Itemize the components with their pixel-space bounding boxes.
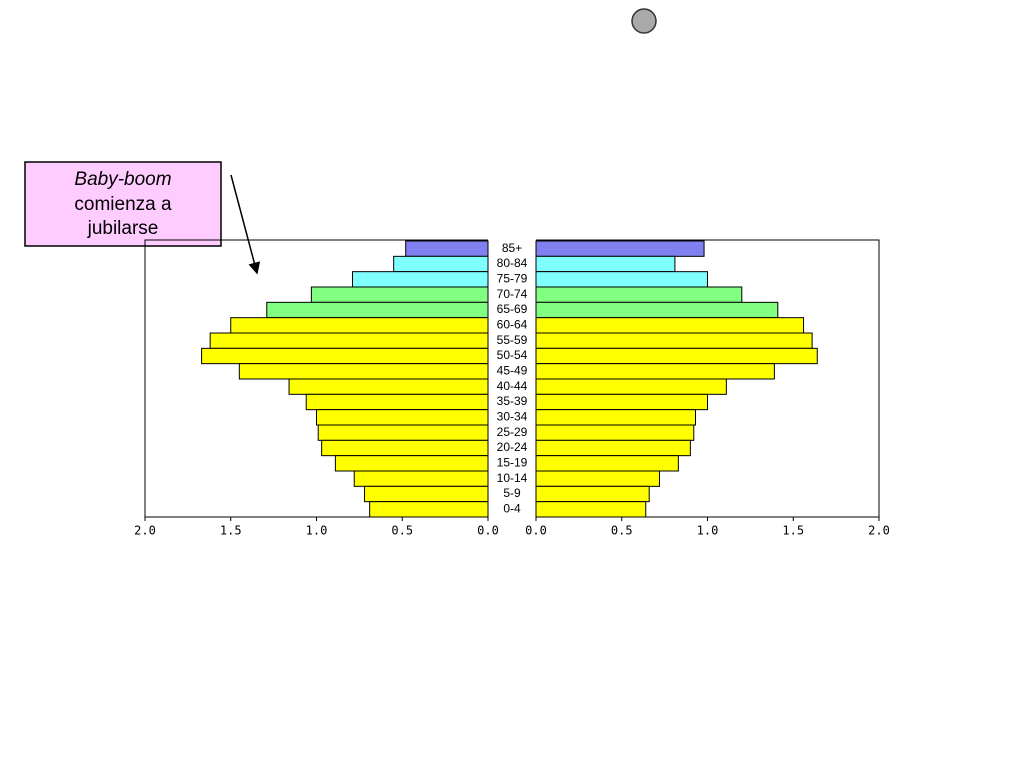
x-tick-label: 2.0	[868, 524, 890, 538]
x-tick-label: 1.0	[306, 524, 328, 538]
bar	[266, 301, 489, 319]
bar	[535, 255, 676, 273]
bar	[535, 271, 708, 288]
bar	[535, 240, 705, 257]
bar	[535, 485, 650, 503]
age-label: 55-59	[497, 333, 528, 347]
age-label: 50-54	[497, 348, 528, 362]
bar	[316, 409, 489, 426]
age-label: 80-84	[497, 256, 528, 270]
bar	[535, 286, 743, 303]
x-tick-label: 0.5	[391, 524, 413, 538]
age-label: 20-24	[497, 440, 528, 454]
age-label: 5-9	[503, 486, 521, 500]
bar	[334, 455, 489, 472]
age-label: 65-69	[497, 302, 528, 316]
age-label: 10-14	[497, 471, 528, 485]
bar	[352, 271, 489, 288]
age-label: 0-4	[503, 502, 521, 516]
age-label: 75-79	[497, 272, 528, 286]
annotation-text: comienza a	[74, 194, 172, 215]
age-label: 25-29	[497, 425, 528, 439]
age-label: 45-49	[497, 364, 528, 378]
bar	[535, 301, 779, 319]
bar	[310, 286, 489, 303]
bar	[230, 317, 489, 334]
age-label: 85+	[502, 241, 522, 255]
bar	[535, 393, 708, 411]
bar	[535, 455, 679, 472]
age-label: 60-64	[497, 318, 528, 332]
bar	[535, 409, 696, 426]
age-label: 40-44	[497, 379, 528, 393]
annotation-text: jubilarse	[87, 218, 159, 239]
bar	[535, 363, 775, 380]
bar	[535, 332, 813, 349]
x-tick-label: 0.5	[611, 524, 633, 538]
bar	[535, 470, 660, 487]
x-tick-label: 1.5	[782, 524, 804, 538]
annotation-box	[24, 161, 222, 247]
annotation-arrow	[230, 174, 261, 275]
bar	[535, 501, 647, 518]
age-label: 70-74	[497, 287, 528, 301]
x-tick-label: 1.5	[220, 524, 242, 538]
x-tick-label: 0.0	[525, 524, 547, 538]
bar	[405, 240, 489, 257]
bar	[321, 439, 489, 457]
bar	[364, 485, 489, 503]
bar	[535, 347, 818, 365]
bar	[353, 470, 489, 487]
bar	[535, 317, 805, 334]
x-tick-label: 2.0	[134, 524, 156, 538]
bar	[393, 255, 489, 273]
bar	[201, 347, 489, 365]
bar	[369, 501, 489, 518]
bar	[535, 378, 727, 395]
bar	[305, 393, 489, 411]
x-tick-label: 0.0	[477, 524, 499, 538]
age-label: 30-34	[497, 410, 528, 424]
bar	[535, 424, 695, 441]
age-label: 15-19	[497, 456, 528, 470]
bar	[238, 363, 489, 380]
bar	[317, 424, 489, 441]
bar	[535, 439, 691, 457]
bar	[209, 332, 489, 349]
bar	[288, 378, 489, 395]
annotation-text: Baby-boom	[74, 169, 171, 190]
age-label: 35-39	[497, 394, 528, 408]
x-tick-label: 1.0	[697, 524, 719, 538]
pointer-dot	[631, 8, 657, 34]
